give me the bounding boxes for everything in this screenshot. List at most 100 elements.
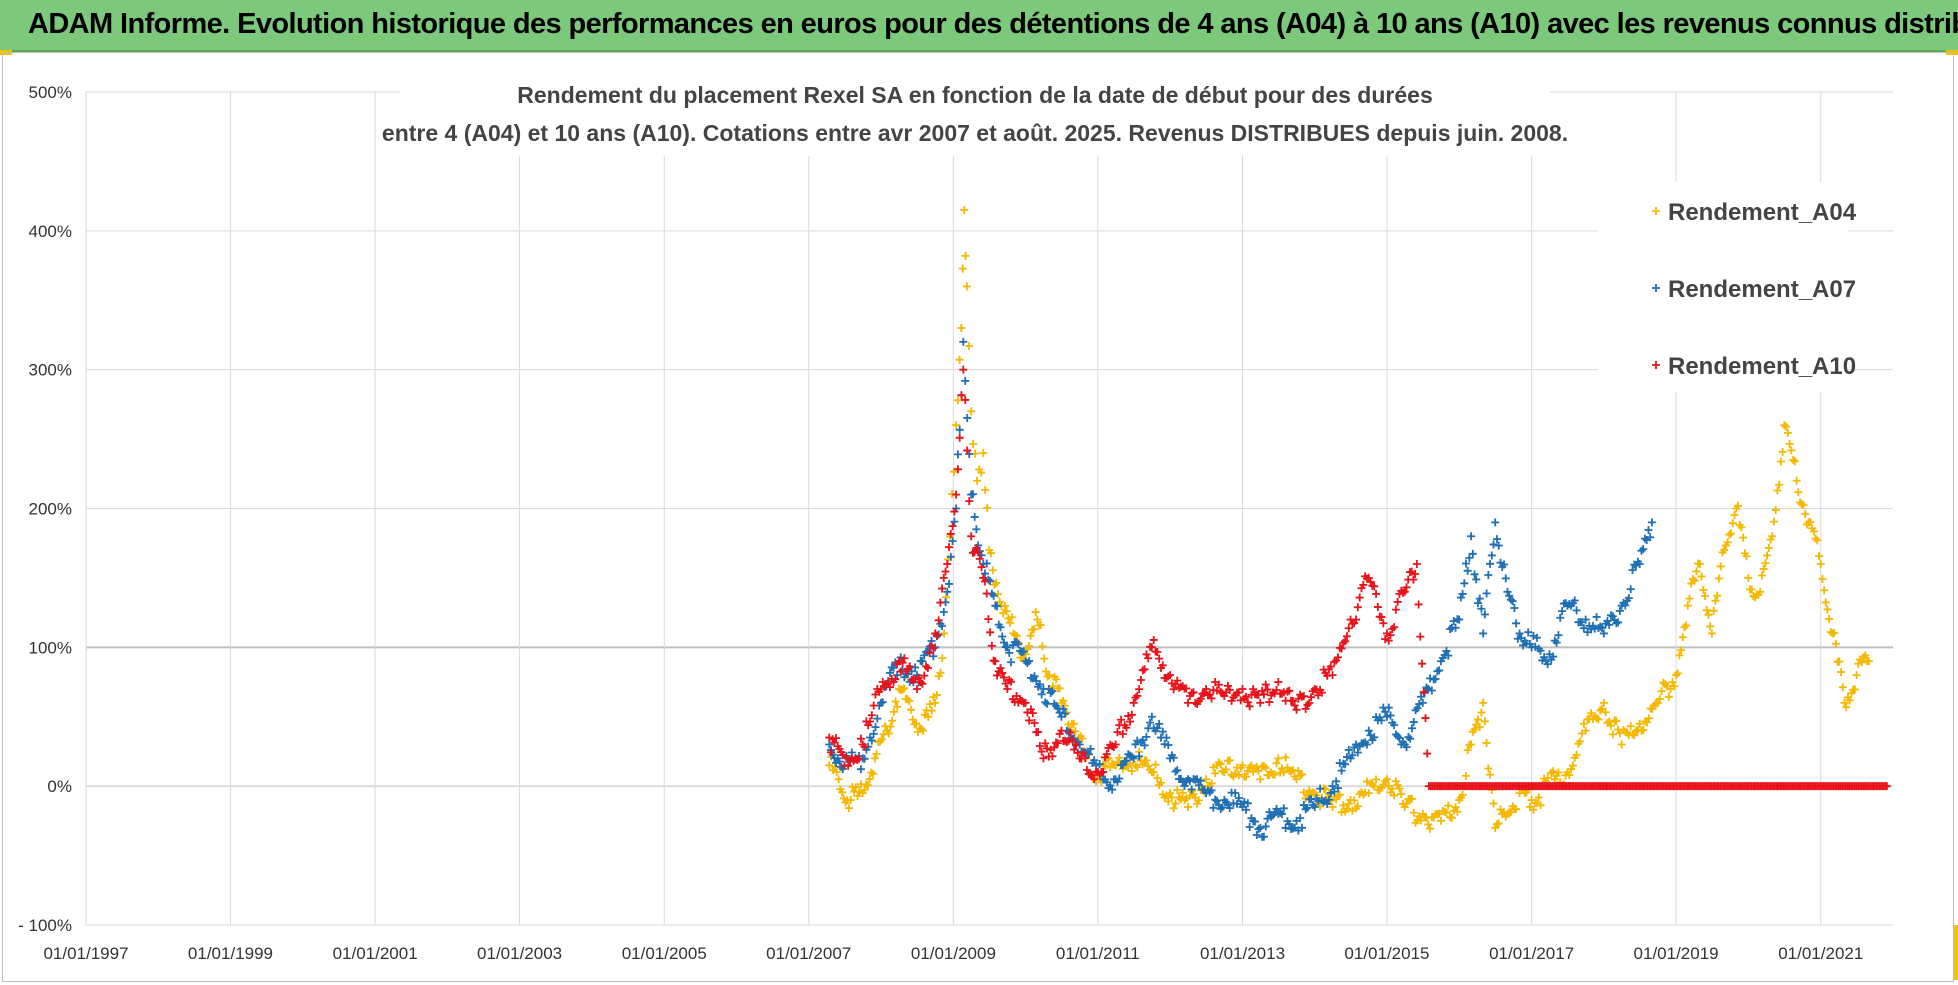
point-rendement-a10 <box>1149 635 1158 644</box>
point-rendement-a04 <box>1635 719 1644 728</box>
point-rendement-a10 <box>1166 671 1175 680</box>
x-tick-label: 01/01/2001 <box>333 944 418 963</box>
point-rendement-a10 <box>952 490 961 499</box>
point-rendement-a10 <box>948 522 957 531</box>
point-rendement-a04 <box>1395 784 1404 793</box>
point-rendement-a07 <box>1025 657 1034 666</box>
point-rendement-a10 <box>1411 569 1420 578</box>
point-rendement-a04 <box>863 781 872 790</box>
point-rendement-a07 <box>1477 604 1486 613</box>
point-rendement-a04 <box>860 785 869 794</box>
point-rendement-a04 <box>905 697 914 706</box>
point-rendement-a04 <box>1761 559 1770 568</box>
point-rendement-a04 <box>834 775 843 784</box>
point-rendement-a07 <box>1122 756 1131 765</box>
point-rendement-a10 <box>953 465 962 474</box>
point-rendement-a10 <box>855 754 864 763</box>
point-rendement-a10 <box>984 615 993 624</box>
point-rendement-a10 <box>1048 752 1057 761</box>
point-rendement-a04 <box>1861 651 1870 660</box>
point-rendement-a04 <box>1747 585 1756 594</box>
point-rendement-a04 <box>1494 819 1503 828</box>
y-tick-label: 300% <box>29 361 72 380</box>
point-rendement-a04 <box>1728 519 1737 528</box>
point-rendement-a04 <box>1274 754 1283 763</box>
point-rendement-a04 <box>1486 770 1495 779</box>
point-rendement-a07 <box>1272 804 1281 813</box>
point-rendement-a04 <box>988 566 997 575</box>
point-rendement-a07 <box>1647 518 1656 527</box>
x-tick-label: 01/01/2007 <box>766 944 851 963</box>
point-rendement-a07 <box>1460 579 1469 588</box>
point-rendement-a10 <box>1111 740 1120 749</box>
point-rendement-a10 <box>996 664 1005 673</box>
point-rendement-a07 <box>1147 712 1156 721</box>
point-rendement-a10 <box>1238 684 1247 693</box>
point-rendement-a04 <box>969 439 978 448</box>
point-rendement-a07 <box>1572 606 1581 615</box>
point-rendement-a04 <box>1605 717 1614 726</box>
point-rendement-a04 <box>1473 715 1482 724</box>
point-rendement-a10 <box>1372 589 1381 598</box>
point-rendement-a04 <box>1825 614 1834 623</box>
point-rendement-a10 <box>980 577 989 586</box>
point-rendement-a04 <box>1426 824 1435 833</box>
point-rendement-a07 <box>1446 624 1455 633</box>
point-rendement-a07 <box>1508 597 1517 606</box>
point-rendement-a04 <box>960 206 969 215</box>
point-rendement-a10 <box>1189 688 1198 697</box>
point-rendement-a10 <box>965 497 974 506</box>
y-tick-label: - 100% <box>18 916 72 935</box>
point-rendement-a07 <box>1348 751 1357 760</box>
chart-title-line-1: Rendement du placement Rexel SA en fonct… <box>517 82 1433 108</box>
point-rendement-a04 <box>1716 562 1725 571</box>
point-rendement-a07 <box>878 698 887 707</box>
point-rendement-a07 <box>1592 612 1601 621</box>
point-rendement-a04 <box>1480 717 1489 726</box>
point-rendement-a10 <box>974 548 983 557</box>
data-points <box>825 206 1891 841</box>
point-rendement-a04 <box>1256 775 1265 784</box>
point-rendement-a10 <box>1214 680 1223 689</box>
point-rendement-a10 <box>1213 686 1222 695</box>
point-rendement-a10 <box>1409 575 1418 584</box>
point-rendement-a04 <box>851 783 860 792</box>
point-rendement-a07 <box>1468 549 1477 558</box>
point-rendement-a10 <box>941 567 950 576</box>
point-rendement-a10 <box>943 560 952 569</box>
point-rendement-a04 <box>1447 813 1456 822</box>
point-rendement-a07 <box>1196 776 1205 785</box>
point-rendement-a04 <box>936 668 945 677</box>
point-rendement-a04 <box>1211 769 1220 778</box>
point-rendement-a07 <box>938 621 947 630</box>
point-rendement-a04 <box>870 754 879 763</box>
point-rendement-a10 <box>1265 698 1274 707</box>
point-rendement-a10 <box>1025 716 1034 725</box>
point-rendement-a04 <box>1407 794 1416 803</box>
point-rendement-a07 <box>1095 760 1104 769</box>
point-rendement-a04 <box>1463 746 1472 755</box>
point-rendement-a04 <box>1572 750 1581 759</box>
point-rendement-a07 <box>1171 767 1180 776</box>
point-rendement-a07 <box>1492 535 1501 544</box>
point-rendement-a10 <box>826 748 835 757</box>
point-rendement-a07 <box>950 517 959 526</box>
point-rendement-a04 <box>1733 501 1742 510</box>
legend-label-rendement-a07: Rendement_A07 <box>1668 276 1856 303</box>
point-rendement-a04 <box>1335 790 1344 799</box>
point-rendement-a07 <box>1467 532 1476 541</box>
point-rendement-a07 <box>1536 646 1545 655</box>
point-rendement-a07 <box>1480 610 1489 619</box>
point-rendement-a04 <box>872 749 881 758</box>
point-rendement-a04 <box>955 355 964 364</box>
point-rendement-a07 <box>825 740 834 749</box>
point-rendement-a04 <box>1272 759 1281 768</box>
point-rendement-a10 <box>1037 747 1046 756</box>
point-rendement-a04 <box>1675 651 1684 660</box>
point-rendement-a10 <box>1034 728 1043 737</box>
point-rendement-a07 <box>1135 752 1144 761</box>
point-rendement-a04 <box>844 804 853 813</box>
point-rendement-a04 <box>1639 725 1648 734</box>
point-rendement-a10 <box>936 598 945 607</box>
point-rendement-a07 <box>968 490 977 499</box>
